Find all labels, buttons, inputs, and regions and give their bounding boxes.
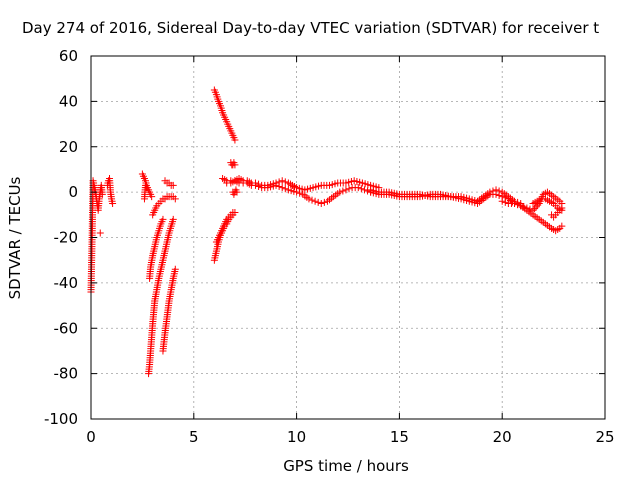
y-tick-label: 40 [59, 92, 78, 110]
data-point [531, 205, 538, 212]
data-point [318, 200, 325, 207]
data-point [355, 184, 362, 191]
y-tick-label: -40 [54, 274, 79, 292]
data-point [342, 186, 349, 193]
y-tick-label: -100 [44, 410, 78, 428]
y-tick-labels: -100 -80 -60 -40 -20 0 20 40 60 [44, 47, 78, 428]
data-point [493, 191, 500, 198]
chart-title: Day 274 of 2016, Sidereal Day-to-day VTE… [22, 19, 599, 37]
y-tick-label: 0 [68, 183, 78, 201]
x-tick-label: 10 [287, 428, 306, 446]
x-tick-label: 15 [390, 428, 409, 446]
y-tick-label: -20 [54, 229, 79, 247]
x-tick-label: 0 [86, 428, 96, 446]
y-axis-label: SDTVAR / TECUs [6, 176, 24, 299]
x-axis-label: GPS time / hours [283, 457, 409, 475]
data-point [282, 185, 289, 192]
data-point [346, 185, 353, 192]
data-points [88, 87, 566, 378]
data-point [358, 185, 365, 192]
data-point [502, 199, 509, 206]
y-tick-label: 60 [59, 47, 78, 65]
data-point [499, 198, 506, 205]
x-tick-labels: 0 5 10 15 20 25 [86, 428, 614, 446]
data-point [533, 203, 540, 210]
data-point [97, 229, 104, 236]
x-tick-label: 5 [189, 428, 199, 446]
data-point [496, 192, 503, 199]
x-tick-label: 25 [595, 428, 614, 446]
data-point [312, 198, 319, 205]
x-tick-label: 20 [493, 428, 512, 446]
data-point [315, 199, 322, 206]
y-tick-label: 20 [59, 138, 78, 156]
y-tick-label: -60 [54, 319, 79, 337]
y-tick-label: -80 [54, 365, 79, 383]
data-point [279, 177, 286, 184]
data-point [279, 184, 286, 191]
